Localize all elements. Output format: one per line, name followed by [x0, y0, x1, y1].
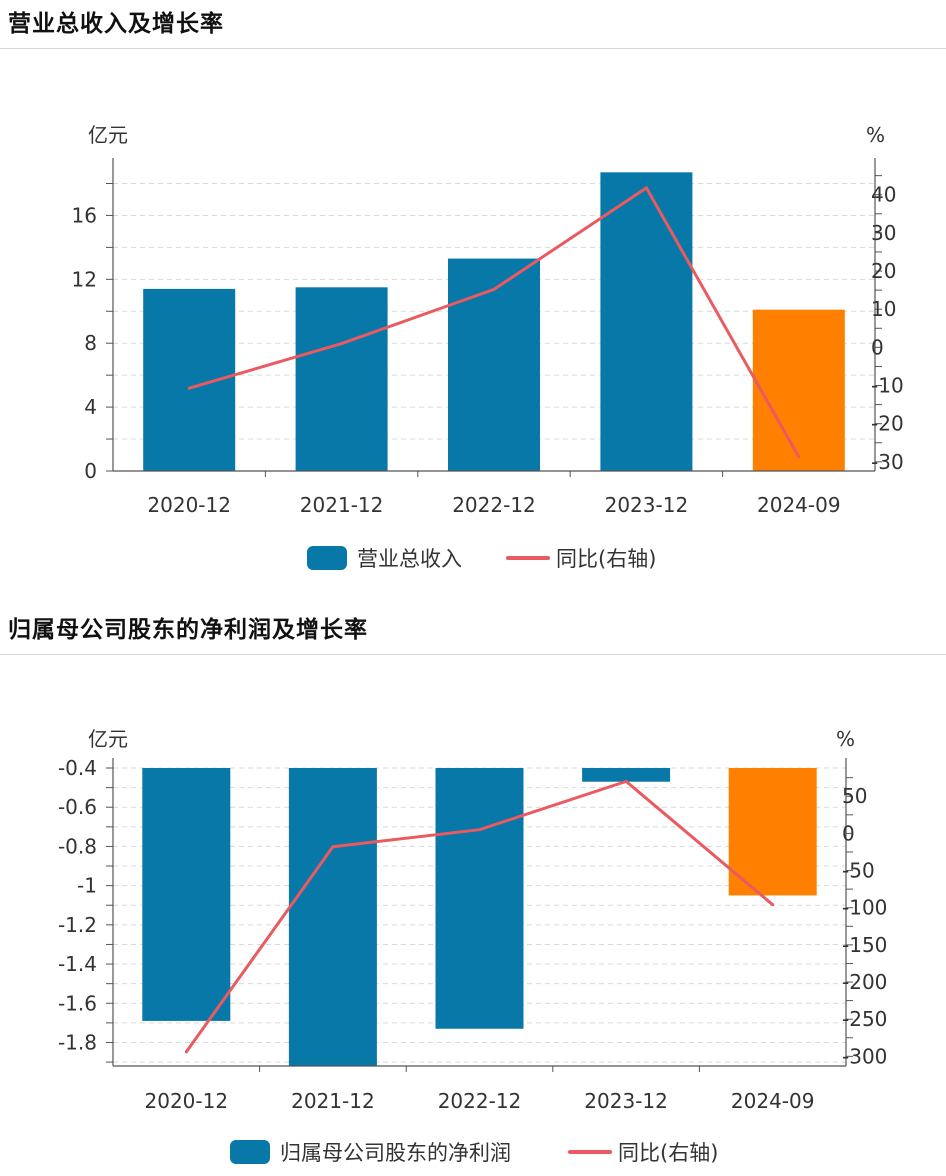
yoy-point-2021-12 — [340, 342, 344, 346]
legend-bar-label: 归属母公司股东的净利润 — [280, 1141, 511, 1165]
yoy-point-2022-12 — [478, 828, 481, 832]
right-tick-label: -150 — [842, 933, 887, 957]
bar-2022-12 — [448, 258, 540, 471]
legend-line-label: 同比(右轴) — [618, 1141, 718, 1165]
chart2-divider — [0, 654, 946, 655]
left-tick-label: 4 — [84, 395, 97, 419]
right-unit-label: % — [836, 727, 855, 751]
right-tick-label: 50 — [842, 784, 867, 808]
legend-line-label: 同比(右轴) — [556, 547, 656, 571]
right-tick-label: 0 — [842, 821, 855, 845]
left-tick-label: -1.6 — [58, 991, 97, 1015]
yoy-point-2022-12 — [492, 287, 496, 291]
right-tick-label: -200 — [842, 970, 887, 994]
right-tick-label: -10 — [871, 374, 904, 398]
right-tick-label: -20 — [871, 412, 904, 436]
right-tick-label: -300 — [842, 1044, 887, 1068]
yoy-point-2020-12 — [187, 386, 191, 390]
x-tick-label: 2023-12 — [605, 493, 689, 517]
bar-2023-12 — [600, 172, 693, 471]
chart1-title: 营业总收入及增长率 — [8, 11, 224, 37]
chart2-title: 归属母公司股东的净利润及增长率 — [8, 617, 368, 643]
legend-bar-swatch — [230, 1140, 270, 1164]
right-tick-label: 40 — [871, 183, 896, 207]
left-tick-label: -0.4 — [58, 756, 97, 780]
right-tick-label: 30 — [871, 221, 896, 245]
x-tick-label: 2024-09 — [757, 493, 841, 517]
legend-bar-swatch — [307, 546, 347, 570]
x-tick-label: 2020-12 — [147, 493, 231, 517]
right-tick-label: 20 — [871, 259, 896, 283]
left-tick-label: -1.4 — [58, 952, 97, 976]
right-tick-label: -250 — [842, 1007, 887, 1031]
bar-2021-12 — [295, 287, 388, 471]
left-unit-label: 亿元 — [88, 727, 128, 751]
yoy-point-2024-09 — [797, 455, 801, 459]
x-tick-label: 2021-12 — [291, 1089, 375, 1113]
right-tick-label: 10 — [871, 297, 896, 321]
right-unit-label: % — [866, 123, 885, 147]
left-tick-label: 8 — [84, 331, 97, 355]
net-profit-chart: -1.8 -1.6 -1.4 -1.2 -1 -0.8 -0.6 -0.4 -300 -250 -2… — [58, 727, 887, 1165]
bar-2024-09 — [728, 768, 817, 896]
bar-2023-12 — [582, 768, 671, 782]
x-tick-label: 2024-09 — [731, 1089, 815, 1113]
x-tick-label: 2022-12 — [452, 493, 536, 517]
yoy-point-2023-12 — [624, 779, 628, 783]
left-tick-label: 0 — [84, 459, 97, 483]
left-tick-label: -1.8 — [58, 1030, 97, 1054]
bar-2021-12 — [288, 768, 377, 1066]
revenue-chart: 0 4 8 12 16 -30 -20 -10 0 10 20 30 40 亿元 % 2020-12 2021-… — [72, 123, 904, 571]
right-tick-label: -50 — [842, 859, 875, 883]
left-tick-label: -1 — [77, 874, 97, 898]
legend-bar-label: 营业总收入 — [357, 547, 462, 571]
bar-2020-12 — [142, 768, 231, 1021]
left-tick-label: 16 — [72, 203, 97, 227]
left-tick-label: -1.2 — [58, 913, 97, 937]
bar-2022-12 — [435, 768, 524, 1029]
right-tick-label: -100 — [842, 896, 887, 920]
right-tick-label: -30 — [871, 450, 904, 474]
left-unit-label: 亿元 — [88, 123, 128, 147]
left-tick-label: -0.6 — [58, 795, 97, 819]
yoy-point-2024-09 — [771, 903, 775, 907]
yoy-point-2023-12 — [644, 186, 648, 190]
x-tick-label: 2020-12 — [145, 1089, 229, 1113]
bar-2024-09 — [752, 309, 845, 471]
yoy-point-2021-12 — [331, 845, 335, 849]
x-tick-label: 2022-12 — [438, 1089, 522, 1113]
x-tick-label: 2021-12 — [300, 493, 384, 517]
left-tick-label: -0.8 — [58, 834, 97, 858]
chart1-divider — [0, 48, 946, 49]
left-tick-label: 12 — [72, 267, 97, 291]
right-tick-label: 0 — [871, 335, 884, 359]
x-tick-label: 2023-12 — [584, 1089, 668, 1113]
yoy-point-2020-12 — [184, 1050, 188, 1054]
